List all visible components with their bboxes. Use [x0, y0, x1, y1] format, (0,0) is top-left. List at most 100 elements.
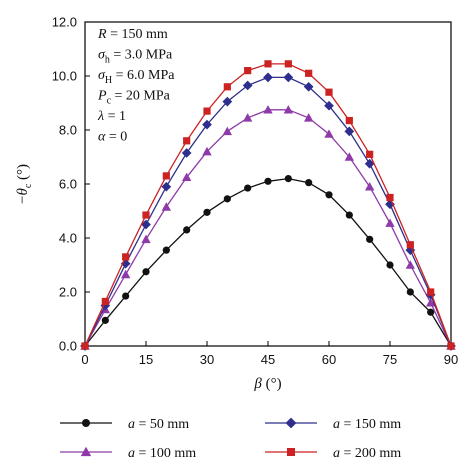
- data-point: [287, 448, 295, 456]
- data-point: [386, 261, 394, 269]
- x-tick-label: 75: [383, 352, 397, 367]
- data-point: [141, 219, 151, 230]
- series-square: [81, 60, 455, 350]
- x-tick-label: 60: [322, 352, 336, 367]
- annotation-line: α = 0: [98, 130, 127, 145]
- data-point: [142, 268, 150, 276]
- axis-ticks: 0 15 30 45 60 75 90 0.0 2.0 4.0 6.0 8.0 10.0 12.0: [52, 15, 459, 368]
- data-point: [366, 150, 374, 158]
- data-point: [344, 152, 355, 161]
- x-tick-label: 90: [444, 352, 458, 367]
- data-point: [80, 446, 92, 457]
- data-point: [447, 342, 455, 350]
- data-point: [223, 83, 231, 91]
- data-point: [344, 126, 355, 137]
- data-point: [244, 184, 252, 192]
- data-point: [285, 417, 297, 429]
- data-point: [264, 177, 272, 185]
- data-point: [427, 308, 435, 316]
- annotation-line: σh = 3.0 MPa: [98, 48, 173, 66]
- data-point: [406, 241, 414, 249]
- legend-item: a = 200 mm: [265, 446, 401, 461]
- data-point: [202, 119, 212, 130]
- annotation-line: σH = 6.0 MPa: [98, 68, 175, 86]
- data-point: [120, 269, 131, 279]
- annotation-line: Pc = 20 MPa: [97, 89, 171, 107]
- series-diamond: [80, 72, 456, 351]
- x-tick-label: 15: [139, 352, 153, 367]
- data-point: [181, 172, 192, 181]
- data-point: [303, 113, 314, 122]
- series-line: [84, 177, 452, 347]
- data-point: [345, 211, 353, 219]
- y-tick-label: 8.0: [59, 123, 77, 138]
- annotation-line: λ = 1: [97, 109, 126, 124]
- data-point: [303, 81, 314, 92]
- data-point: [425, 298, 436, 307]
- data-point: [202, 146, 212, 156]
- data-point: [405, 260, 416, 269]
- y-tick-label: 6.0: [59, 177, 77, 192]
- legend-label: a = 50 mm: [128, 417, 189, 432]
- data-point: [183, 137, 191, 145]
- data-point: [406, 288, 414, 296]
- data-point: [101, 316, 109, 324]
- legend-item: a = 100 mm: [60, 446, 196, 461]
- data-point: [386, 193, 394, 202]
- data-point: [203, 208, 211, 216]
- data-point: [284, 60, 292, 68]
- series-layer: [80, 60, 456, 351]
- annotation-line: R = 150 mm: [97, 27, 168, 42]
- parameter-annotations: R = 150 mm σh = 3.0 MPa σH = 6.0 MPa Pc = 2…: [97, 27, 175, 145]
- data-point: [345, 116, 353, 125]
- data-point: [427, 288, 435, 296]
- x-axis-label: β (°): [253, 376, 281, 392]
- data-point: [264, 60, 272, 68]
- legend-label: a = 100 mm: [128, 446, 196, 461]
- data-point: [181, 148, 192, 158]
- data-point: [325, 88, 333, 96]
- legend-item: a = 150 mm: [265, 417, 401, 432]
- data-point: [284, 175, 292, 183]
- data-point: [305, 179, 313, 187]
- data-point: [101, 297, 109, 306]
- data-point: [162, 246, 170, 254]
- data-point: [161, 202, 172, 211]
- legend-item: a = 50 mm: [60, 417, 189, 432]
- data-point: [242, 80, 253, 91]
- data-point: [183, 226, 191, 234]
- y-tick-label: 2.0: [59, 285, 77, 300]
- y-tick-label: 10.0: [52, 69, 77, 84]
- data-point: [366, 235, 374, 243]
- data-point: [325, 191, 333, 199]
- y-axis-label: −θc (°): [15, 164, 34, 204]
- data-point: [324, 129, 334, 138]
- x-tick-label: 45: [261, 352, 275, 367]
- data-point: [385, 218, 395, 227]
- data-point: [283, 105, 294, 114]
- data-point: [141, 234, 151, 244]
- data-point: [222, 96, 233, 107]
- data-point: [263, 105, 273, 114]
- series-circle: [81, 175, 455, 350]
- data-point: [263, 72, 273, 83]
- data-point: [82, 419, 90, 427]
- x-tick-label: 30: [200, 352, 214, 367]
- legend-label: a = 200 mm: [333, 446, 401, 461]
- data-point: [242, 113, 253, 122]
- data-point: [142, 211, 150, 219]
- y-tick-label: 4.0: [59, 231, 77, 246]
- data-point: [122, 253, 130, 261]
- data-point: [222, 126, 233, 136]
- data-point: [161, 181, 172, 192]
- legend: a = 50 mm a = 150 mm a = 100 mm a = 200 mm: [60, 417, 401, 461]
- data-point: [305, 69, 313, 77]
- axis-labels: β (°) −θc (°): [15, 164, 282, 392]
- series-triangle: [80, 105, 456, 350]
- data-point: [364, 182, 375, 191]
- data-point: [223, 195, 231, 203]
- data-point: [162, 172, 170, 180]
- y-tick-label: 12.0: [52, 15, 77, 30]
- data-point: [122, 292, 130, 300]
